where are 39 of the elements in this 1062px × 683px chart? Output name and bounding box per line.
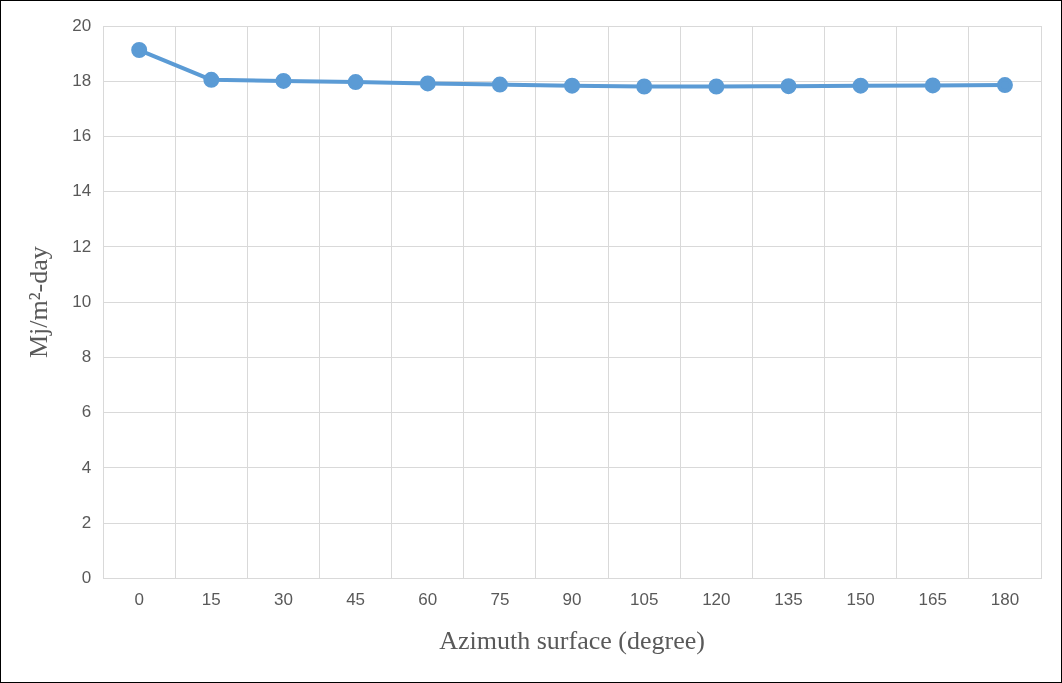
y-tick-label: 12 <box>72 236 92 256</box>
point <box>924 77 941 94</box>
y-tick-label: 16 <box>72 126 92 146</box>
x-tick-label: 15 <box>201 590 221 610</box>
x-axis-title: Azimuth surface (degree) <box>439 626 705 656</box>
x-tick-label: 90 <box>562 590 582 610</box>
y-tick-label: 6 <box>81 402 92 422</box>
y-tick-label: 20 <box>72 15 92 35</box>
point <box>564 77 581 94</box>
x-tick-label: 180 <box>990 590 1020 610</box>
x-tick-label: 30 <box>274 590 293 610</box>
y-tick-label: 2 <box>81 512 92 532</box>
point <box>419 75 436 92</box>
y-tick-label: 18 <box>72 70 92 90</box>
x-tick-label: 75 <box>490 590 510 610</box>
x-tick-label: 135 <box>774 590 803 610</box>
y-tick-label: 4 <box>81 457 92 477</box>
point <box>203 71 220 88</box>
point <box>996 77 1013 94</box>
x-tick-label: 0 <box>134 590 144 610</box>
y-axis-title: Mj/m²-day <box>24 246 54 359</box>
point <box>275 72 292 89</box>
point <box>491 76 508 93</box>
x-tick-label: 165 <box>918 590 947 610</box>
point <box>347 74 364 91</box>
x-tick-label: 150 <box>846 590 875 610</box>
y-tick-label: 14 <box>72 181 92 201</box>
point <box>852 77 869 94</box>
x-tick-label: 45 <box>346 590 366 610</box>
x-tick-label: 120 <box>702 590 731 610</box>
point <box>636 78 653 95</box>
point <box>780 78 797 95</box>
y-tick-label: 8 <box>81 347 92 367</box>
x-tick-label: 105 <box>630 590 659 610</box>
x-tick-label: 60 <box>418 590 438 610</box>
y-tick-label: 10 <box>72 291 92 311</box>
y-tick-label: 0 <box>81 568 92 588</box>
point <box>131 42 148 59</box>
point <box>708 78 725 95</box>
